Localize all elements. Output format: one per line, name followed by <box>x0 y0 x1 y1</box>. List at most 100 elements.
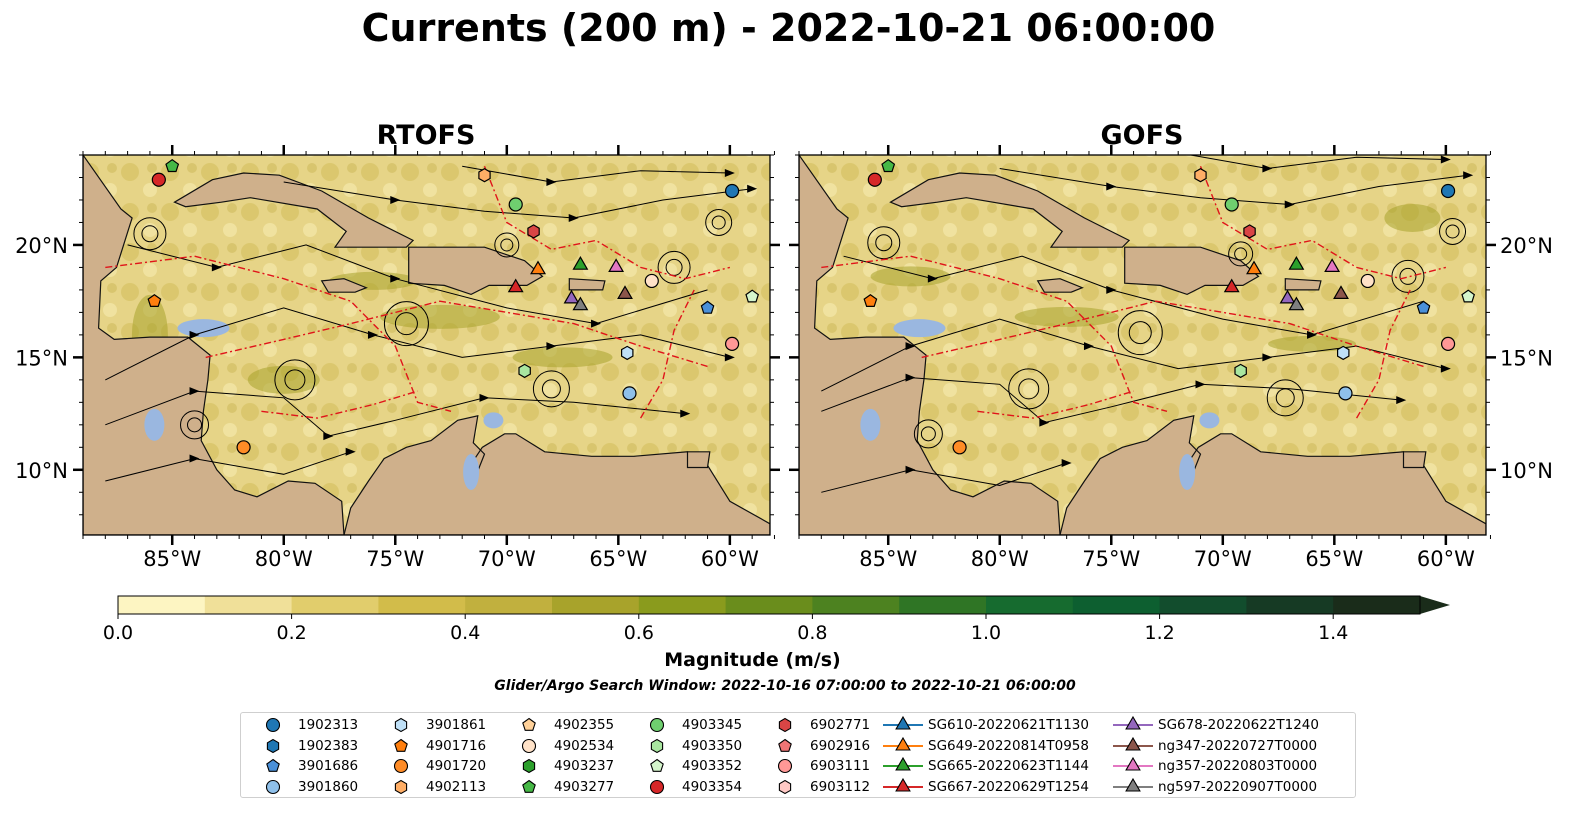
eddy-streamline <box>383 301 429 347</box>
land-polygon <box>568 278 606 291</box>
map-frame <box>82 154 771 536</box>
legend-marker-icon <box>394 717 408 733</box>
colorbar-tick-label: 0.4 <box>450 622 481 644</box>
colorbar-segment <box>204 596 293 614</box>
legend-label: 3901860 <box>298 778 359 795</box>
colorbar-segment <box>1333 596 1421 614</box>
float-marker-3901860 <box>1338 386 1353 401</box>
strong-current-patch <box>1268 335 1357 352</box>
streamline-arrow <box>1039 418 1050 427</box>
eddy-streamline <box>657 250 691 284</box>
eddy-streamline <box>1234 247 1248 261</box>
eez-boundary <box>105 255 452 412</box>
legend-marker-icon <box>522 717 536 731</box>
eddy-streamline <box>1439 217 1467 245</box>
legend-marker-icon <box>649 717 665 733</box>
legend-marker-icon <box>778 738 792 752</box>
legend-label: 4901716 <box>426 737 487 754</box>
legend-marker-icon <box>1113 777 1153 792</box>
streamline-arrow <box>189 330 200 339</box>
streamline-arrow <box>1262 164 1273 173</box>
colorbar-label: Magnitude (m/s) <box>664 649 841 671</box>
streamline-arrow <box>1106 182 1117 191</box>
eez-boundary <box>205 300 708 368</box>
streamline-arrow <box>1262 353 1273 362</box>
colorbar <box>117 595 1450 619</box>
colorbar-segment <box>552 596 640 614</box>
land-polygon <box>686 451 711 469</box>
streamline <box>821 462 1067 493</box>
float-marker-1902313 <box>724 183 740 199</box>
glider-marker-ng347-20220727T0000 <box>1333 285 1349 299</box>
eddy-streamline <box>705 208 733 236</box>
land-polygon <box>173 172 415 248</box>
legend-label: 4903352 <box>682 758 743 774</box>
lon-label: 85°W <box>859 547 917 571</box>
glider-marker-SG649-20220814T0958 <box>1246 260 1263 275</box>
legend-marker <box>1125 756 1141 771</box>
glider-marker-SG667-20220629T1254 <box>507 278 524 293</box>
colorbar-segment <box>812 596 900 614</box>
streamline-arrow <box>1440 364 1451 373</box>
legend-marker-icon <box>394 738 408 752</box>
inland-water <box>1179 454 1196 491</box>
rtofs-map-panel <box>83 155 770 535</box>
legend-marker <box>778 738 792 752</box>
inland-water <box>1199 412 1220 429</box>
inland-water <box>483 412 504 429</box>
legend-label: 6902771 <box>810 717 871 733</box>
legend-marker-icon <box>883 736 923 751</box>
legend-marker <box>895 715 911 730</box>
legend-marker <box>778 779 792 794</box>
strong-current-patch <box>247 365 320 394</box>
float-marker-4903354 <box>867 172 882 187</box>
eddy-streamline <box>284 369 306 391</box>
legend-marker-icon <box>265 779 281 794</box>
legend-label: 1902383 <box>298 737 359 754</box>
float-marker-4902113 <box>1194 168 1207 183</box>
glider-marker-ng357-20220803T0000 <box>608 258 625 272</box>
eez-boundary <box>1199 165 1447 280</box>
legend-marker-icon <box>883 756 923 771</box>
legend-marker <box>265 779 281 794</box>
float-marker-6902771 <box>527 224 540 239</box>
colorbar-segment <box>899 596 987 614</box>
float-marker-3901686 <box>1416 300 1431 314</box>
legend-marker <box>522 758 536 774</box>
strong-current-patch <box>1384 203 1441 232</box>
eddy-streamline <box>913 419 943 449</box>
streamline <box>105 307 731 381</box>
legend-label: 4903237 <box>554 758 615 774</box>
float-marker-4902113 <box>478 168 491 183</box>
streamline <box>821 377 1402 424</box>
gofs-map-panel <box>799 155 1486 535</box>
lon-label: 70°W <box>478 547 536 571</box>
streamline-arrow <box>1307 330 1318 339</box>
legend-marker <box>394 779 408 794</box>
legend-label: 4902534 <box>554 737 615 754</box>
eddy-streamline <box>867 226 901 260</box>
float-marker-4903350 <box>1234 363 1247 379</box>
glider-marker-ng597-20220907T0000 <box>572 296 589 311</box>
streamline-arrow <box>591 319 602 328</box>
legend-marker <box>650 758 664 772</box>
legend-label: 6903112 <box>810 778 871 795</box>
eez-boundary <box>261 390 418 419</box>
legend-marker <box>522 717 536 731</box>
float-marker-4903277 <box>881 158 896 173</box>
colorbar-extend-arrow <box>1420 596 1450 614</box>
float-marker-4903345 <box>1224 197 1239 212</box>
legend-marker <box>1125 715 1141 730</box>
legend-marker <box>265 717 281 733</box>
colorbar-tick-label: 1.0 <box>970 622 1002 644</box>
streamline-arrow <box>724 353 735 362</box>
strong-current-patch <box>379 304 500 329</box>
land-polygon <box>799 155 1061 535</box>
streamline <box>105 390 686 437</box>
legend-label: 3901686 <box>298 758 359 774</box>
eddy-streamline <box>1275 388 1295 408</box>
colorbar-tick-label: 0.8 <box>797 622 828 644</box>
float-marker-4903354 <box>151 172 166 187</box>
legend-marker <box>394 717 408 733</box>
figure-title: Currents (200 m) - 2022-10-21 06:00:00 <box>361 6 1216 50</box>
